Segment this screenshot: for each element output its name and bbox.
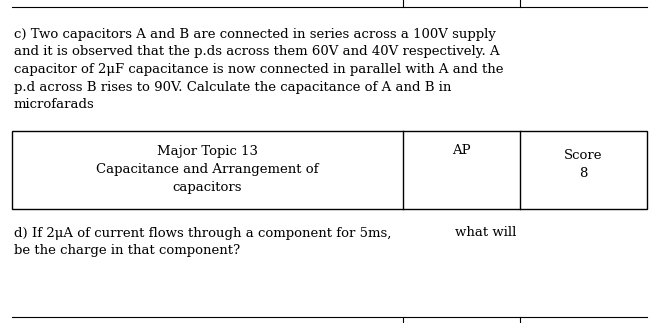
Text: AP: AP (452, 143, 471, 157)
Text: what will: what will (455, 226, 517, 239)
Text: Score
8: Score 8 (564, 149, 603, 180)
Text: Major Topic 13
Capacitance and Arrangement of
capacitors: Major Topic 13 Capacitance and Arrangeme… (96, 145, 319, 194)
Text: p.d across B rises to 90V. Calculate the capacitance of A and B in: p.d across B rises to 90V. Calculate the… (14, 80, 451, 93)
Bar (12, 130, 647, 209)
Text: and it is observed that the p.ds across them 60V and 40V respectively. A: and it is observed that the p.ds across … (14, 46, 500, 58)
Text: capacitor of 2μF capacitance is now connected in parallel with A and the: capacitor of 2μF capacitance is now conn… (14, 63, 503, 76)
Text: d) If 2μA of current flows through a component for 5ms,: d) If 2μA of current flows through a com… (14, 226, 391, 239)
Text: c) Two capacitors A and B are connected in series across a 100V supply: c) Two capacitors A and B are connected … (14, 28, 496, 41)
Text: be the charge in that component?: be the charge in that component? (14, 244, 240, 257)
Text: microfarads: microfarads (14, 98, 95, 111)
